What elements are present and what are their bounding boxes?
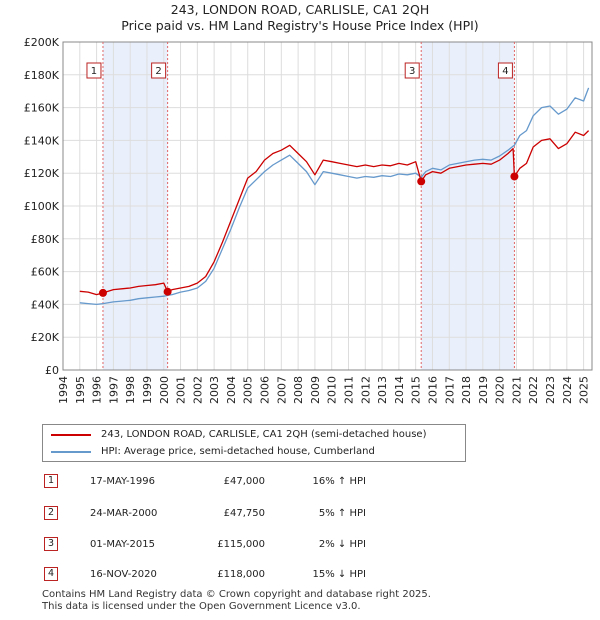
x-tick-label: 2021 xyxy=(510,376,523,404)
x-tick-label: 2009 xyxy=(309,376,322,404)
y-tick-label: £0 xyxy=(45,364,59,377)
price-chart: £0 £20K £40K £60K £80K £100K £120K £140K £160K £1… xyxy=(24,36,593,404)
transaction-date: 01-MAY-2015 xyxy=(90,539,156,550)
x-tick-label: 2003 xyxy=(208,376,221,404)
transaction-row: 2 24-MAR-2000 £47,750 5% ↑ HPI xyxy=(40,504,460,524)
x-tick-label: 1998 xyxy=(124,376,137,404)
chart-subtitle: Price paid vs. HM Land Registry's House … xyxy=(121,18,479,33)
transaction-number: 2 xyxy=(44,506,58,520)
x-tick-label: 2005 xyxy=(242,376,255,404)
legend-label-price: 243, LONDON ROAD, CARLISLE, CA1 2QH (sem… xyxy=(101,429,427,440)
transaction-number: 1 xyxy=(44,474,58,488)
marker-label-box xyxy=(86,62,102,79)
plot-frame xyxy=(62,41,593,371)
legend-label-hpi: HPI: Average price, semi-detached house,… xyxy=(101,446,375,457)
legend-swatch-price xyxy=(51,434,91,436)
sale-point xyxy=(163,287,172,296)
x-tick-label: 2011 xyxy=(342,376,355,404)
y-tick-label: £160K xyxy=(24,102,60,115)
y-tick-label: £80K xyxy=(31,233,60,246)
x-tick-label: 2018 xyxy=(460,376,473,404)
x-tick-label: 1996 xyxy=(91,376,104,404)
x-tick-label: 2001 xyxy=(175,376,188,404)
transaction-date: 16-NOV-2020 xyxy=(90,569,157,580)
transaction-price: £115,000 xyxy=(217,539,265,550)
transaction-row: 1 17-MAY-1996 £47,000 16% ↑ HPI xyxy=(40,472,460,492)
transaction-price: £47,000 xyxy=(223,476,265,487)
x-tick-label: 2020 xyxy=(494,376,507,404)
x-tick-label: 2013 xyxy=(376,376,389,404)
footer-copyright: Contains HM Land Registry data © Crown c… xyxy=(42,589,431,600)
y-tick-label: £140K xyxy=(24,134,60,147)
transaction-hpi: 2% ↓ HPI xyxy=(318,539,366,550)
x-tick-label: 2024 xyxy=(561,376,574,404)
transaction-price: £47,750 xyxy=(223,508,265,519)
x-tick-label: 2023 xyxy=(544,376,557,404)
x-tick-label: 1999 xyxy=(141,376,154,404)
marker-label-box xyxy=(151,62,167,79)
x-tick-label: 2017 xyxy=(443,376,456,404)
marker-label: 4 xyxy=(502,66,508,77)
marker-label: 1 xyxy=(91,66,97,77)
marker-label-box xyxy=(404,62,420,79)
transaction-row: 4 16-NOV-2020 £118,000 15% ↓ HPI xyxy=(40,565,460,585)
x-tick-label: 1995 xyxy=(74,376,87,404)
y-tick-label: £120K xyxy=(24,167,60,180)
x-tick-label: 2008 xyxy=(292,376,305,404)
sale-point xyxy=(417,177,426,186)
x-tick-label: 2012 xyxy=(359,376,372,404)
x-tick-label: 2022 xyxy=(527,376,540,404)
y-tick-label: £20K xyxy=(31,331,60,344)
marker-label: 2 xyxy=(155,66,161,77)
transaction-date: 24-MAR-2000 xyxy=(90,508,158,519)
x-tick-label: 2019 xyxy=(477,376,490,404)
transaction-date: 17-MAY-1996 xyxy=(90,476,156,487)
x-tick-label: 2010 xyxy=(326,376,339,404)
x-tick-label: 2004 xyxy=(225,376,238,404)
y-tick-label: £60K xyxy=(31,266,60,279)
marker-label-box xyxy=(497,62,513,79)
y-tick-label: £40K xyxy=(31,298,60,311)
x-tick-label: 2014 xyxy=(393,376,406,404)
sale-point xyxy=(510,172,519,181)
chart-legend: 243, LONDON ROAD, CARLISLE, CA1 2QH (sem… xyxy=(42,424,466,462)
x-tick-label: 2007 xyxy=(275,376,288,404)
marker-label: 3 xyxy=(409,66,415,77)
y-tick-label: £180K xyxy=(24,69,60,82)
x-tick-label: 2006 xyxy=(259,376,272,404)
y-tick-label: £100K xyxy=(24,200,60,213)
x-tick-label: 2015 xyxy=(410,376,423,404)
chart-title: 243, LONDON ROAD, CARLISLE, CA1 2QH xyxy=(170,2,430,17)
transaction-number: 3 xyxy=(44,537,58,551)
x-tick-label: 2000 xyxy=(158,376,171,404)
x-tick-label: 1997 xyxy=(107,376,120,404)
sale-point xyxy=(98,288,107,297)
x-tick-label: 2016 xyxy=(426,376,439,404)
y-tick-label: £200K xyxy=(24,36,60,49)
x-tick-label: 1994 xyxy=(57,376,70,404)
legend-swatch-hpi xyxy=(51,451,91,453)
transaction-number: 4 xyxy=(44,567,58,581)
x-tick-label: 2025 xyxy=(578,376,591,404)
footer-license: This data is licensed under the Open Gov… xyxy=(42,601,361,612)
transaction-hpi: 15% ↓ HPI xyxy=(312,569,366,580)
transaction-hpi: 5% ↑ HPI xyxy=(318,508,366,519)
transaction-row: 3 01-MAY-2015 £115,000 2% ↓ HPI xyxy=(40,535,460,555)
transaction-price: £118,000 xyxy=(217,569,265,580)
x-tick-label: 2002 xyxy=(191,376,204,404)
transaction-hpi: 16% ↑ HPI xyxy=(312,476,366,487)
